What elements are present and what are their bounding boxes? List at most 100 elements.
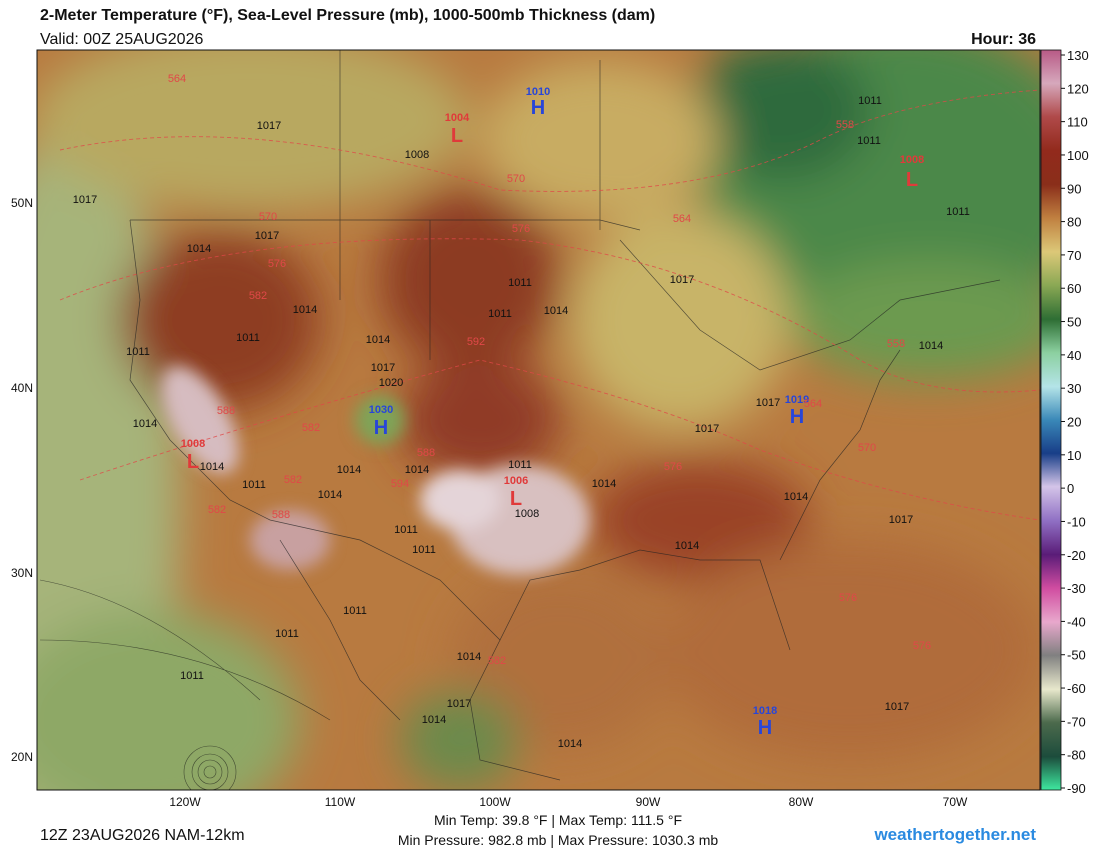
colorbar-label: -40 — [1067, 614, 1086, 629]
pressure-symbol: H — [790, 406, 804, 428]
pressure-symbol: H — [374, 417, 388, 439]
isobar-label: 1014 — [592, 478, 616, 490]
isobar-label: 1017 — [73, 194, 97, 206]
lat-label: 30N — [11, 566, 33, 580]
thickness-label: 594 — [391, 478, 409, 490]
thickness-label: 582 — [302, 422, 320, 434]
thickness-label: 576 — [839, 592, 857, 604]
thickness-label: 576 — [913, 640, 931, 652]
latitude-axis: 50N 40N 30N 20N — [11, 196, 33, 764]
isobar-label: 1011 — [508, 277, 532, 289]
isobar-label: 1014 — [200, 461, 224, 473]
colorbar-label: -30 — [1067, 581, 1086, 596]
isobar-label: 1011 — [343, 605, 367, 617]
colorbar-label: 0 — [1067, 481, 1074, 496]
colorbar — [1040, 49, 1062, 791]
colorbar-label: 120 — [1067, 81, 1089, 96]
thickness-label: 582 — [284, 474, 302, 486]
isobar-label: 1014 — [457, 651, 481, 663]
thickness-label: 582 — [249, 290, 267, 302]
forecast-hour: Hour: 36 — [971, 31, 1036, 48]
thickness-label: 570 — [259, 211, 277, 223]
isobar-label: 1014 — [919, 340, 943, 352]
isobar-label: 1014 — [675, 540, 699, 552]
colorbar-label: 90 — [1067, 181, 1081, 196]
site-brand[interactable]: weathertogether.net — [873, 825, 1036, 844]
isobar-label: 1017 — [670, 274, 694, 286]
thickness-label: 588 — [217, 405, 235, 417]
isobar-label: 1011 — [394, 524, 418, 536]
pressure-range: Min Pressure: 982.8 mb | Max Pressure: 1… — [398, 832, 719, 848]
isobar-label: 1017 — [889, 514, 913, 526]
thickness-label: 558 — [836, 119, 854, 131]
model-run: 12Z 23AUG2026 NAM-12km — [40, 827, 245, 844]
colorbar-label: 50 — [1067, 315, 1081, 330]
colorbar-label: 30 — [1067, 381, 1081, 396]
colorbar-label: -10 — [1067, 514, 1086, 529]
isobar-label: 1014 — [318, 489, 342, 501]
isobar-label: 1011 — [946, 206, 970, 218]
colorbar-label: -70 — [1067, 714, 1086, 729]
isobar-label: 1017 — [447, 698, 471, 710]
colorbar-label: -20 — [1067, 548, 1086, 563]
pressure-symbol: L — [510, 488, 522, 510]
isobar-label: 1011 — [126, 346, 150, 358]
pressure-value: 1019 — [785, 394, 809, 406]
thickness-label: 564 — [673, 213, 691, 225]
isobar-label: 1008 — [515, 508, 539, 520]
isobar-label: 1020 — [379, 377, 403, 389]
temperature-range: Min Temp: 39.8 °F | Max Temp: 111.5 °F — [434, 812, 682, 828]
lat-label: 40N — [11, 381, 33, 395]
isobar-label: 1017 — [255, 230, 279, 242]
colorbar-label: -80 — [1067, 748, 1086, 763]
pressure-value: 1008 — [181, 438, 205, 450]
colorbar-label: 110 — [1067, 115, 1088, 130]
lat-label: 20N — [11, 750, 33, 764]
map: 1010H1030H1019H1018H1004L1008L1008L1006L… — [37, 50, 1040, 790]
colorbar-label: 10 — [1067, 448, 1081, 463]
lon-label: 80W — [789, 795, 814, 809]
isobar-label: 1014 — [422, 714, 446, 726]
thickness-label: 576 — [268, 258, 286, 270]
pressure-symbol: L — [451, 125, 463, 147]
isobar-label: 1014 — [558, 738, 582, 750]
isobar-label: 1011 — [412, 544, 436, 556]
colorbar-label: 20 — [1067, 415, 1081, 430]
isobar-label: 1011 — [242, 479, 266, 491]
isobar-label: 1011 — [236, 332, 260, 344]
colorbar-ticks: 1301201101009080706050403020100-10-20-30… — [1061, 48, 1089, 796]
thickness-label: 582 — [488, 655, 506, 667]
thickness-label: 588 — [417, 447, 435, 459]
lon-label: 70W — [943, 795, 968, 809]
isobar-label: 1017 — [695, 423, 719, 435]
thickness-label: 576 — [664, 461, 682, 473]
isobar-label: 1014 — [293, 304, 317, 316]
lon-label: 110W — [325, 795, 356, 809]
lon-label: 120W — [169, 795, 201, 809]
isobar-label: 1017 — [257, 120, 281, 132]
isobar-label: 1011 — [857, 135, 881, 147]
pressure-value: 1010 — [526, 86, 550, 98]
colorbar-label: 40 — [1067, 348, 1081, 363]
valid-time: Valid: 00Z 25AUG2026 — [40, 31, 203, 48]
pressure-symbol: L — [906, 169, 918, 191]
isobar-label: 1011 — [488, 308, 512, 320]
isobar-label: 1014 — [187, 243, 211, 255]
isobar-label: 1011 — [275, 628, 299, 640]
lon-label: 100W — [479, 795, 511, 809]
thickness-label: 570 — [507, 173, 525, 185]
colorbar-label: 130 — [1067, 48, 1089, 63]
colorbar-label: 100 — [1067, 148, 1089, 163]
map-labels: 1010H1030H1019H1018H1004L1008L1008L1006L… — [73, 73, 970, 750]
isobar-label: 1017 — [756, 397, 780, 409]
thickness-label: 564 — [168, 73, 186, 85]
isobar-label: 1017 — [885, 701, 909, 713]
isobar-label: 1014 — [337, 464, 361, 476]
map-frame — [36, 49, 1041, 791]
isobar-label: 1011 — [508, 459, 532, 471]
isobar-label: 1014 — [405, 464, 429, 476]
isobar-label: 1014 — [366, 334, 390, 346]
thickness-label: 588 — [272, 509, 290, 521]
thickness-label: 592 — [467, 336, 485, 348]
pressure-value: 1018 — [753, 705, 777, 717]
